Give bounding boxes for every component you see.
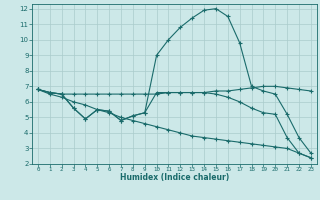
X-axis label: Humidex (Indice chaleur): Humidex (Indice chaleur) [120,173,229,182]
